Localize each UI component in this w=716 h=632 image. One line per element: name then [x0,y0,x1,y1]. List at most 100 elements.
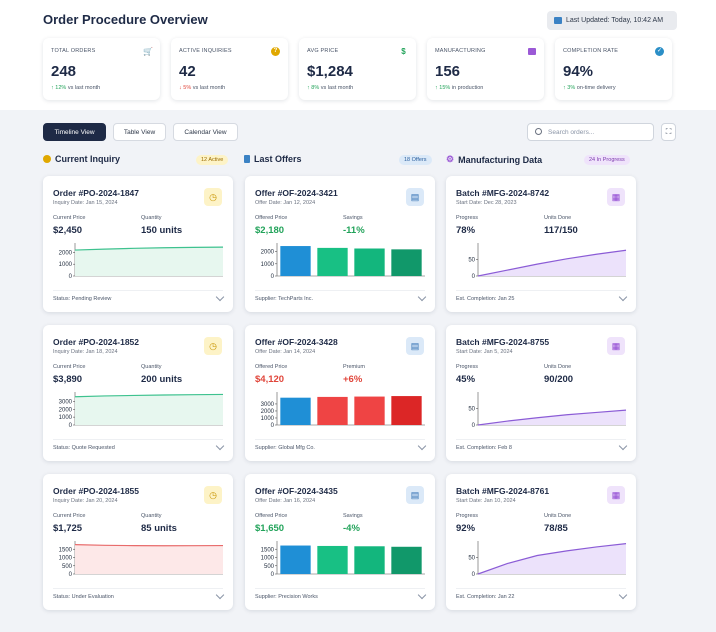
arrow-up-icon: ↑ [435,85,440,91]
search-placeholder: Search orders... [548,128,595,136]
y-tick-label: 50 [468,407,475,413]
metric-value: 45% [456,374,476,385]
metric-label: Units Done [544,215,572,221]
metric-label: Offered Price [255,364,288,370]
bar [317,247,348,276]
card-date: Inquiry Date: Jan 18, 2024 [53,349,118,355]
arrow-up-icon: ↑ [307,85,312,91]
card-date: Start Date: Jan 5, 2024 [456,349,513,355]
offer-card[interactable]: Offer #OF-2024-3435 Offer Date: Jan 16, 2… [245,474,435,610]
y-tick-label: 500 [264,564,275,570]
in-progress-count-badge: 24 In Progress [584,155,630,165]
metric-value: $2,180 [255,225,285,236]
clock-icon: ◷ [204,188,222,206]
offer-card[interactable]: Offer #OF-2024-3421 Offer Date: Jan 12, 2… [245,176,435,312]
inquiry-card[interactable]: Order #PO-2024-1855 Inquiry Date: Jan 20,… [43,474,233,610]
offer-card[interactable]: Offer #OF-2024-3428 Offer Date: Jan 14, 2… [245,325,435,461]
batch-card[interactable]: Batch #MFG-2024-8761 Start Date: Jan 10, … [446,474,636,610]
metric-label: Quantity [141,364,162,370]
kpi-label: AVG PRICE [307,48,339,54]
y-tick-label: 1000 [261,556,275,562]
y-tick-label: 1000 [59,262,73,268]
search-input[interactable]: Search orders... [527,123,654,141]
card-title: Batch #MFG-2024-8761 [456,486,550,496]
area-fill [75,247,223,276]
y-tick-label: 1000 [261,262,275,268]
tab-calendar-view[interactable]: Calendar View [173,123,238,141]
metric-value: 78/85 [544,523,568,534]
inquiry-card[interactable]: Order #PO-2024-1852 Inquiry Date: Jan 18,… [43,325,233,461]
active-count-badge: 12 Active [196,155,229,165]
bar [280,397,311,425]
y-tick-label: 0 [69,423,73,429]
document-icon: ▤ [406,188,424,206]
column-header-last-offers: Last Offers [244,154,302,164]
metric-value: -11% [343,225,365,236]
tab-table-view[interactable]: Table View [113,123,166,141]
mini-chart: 1500 1000 500 0 [261,541,425,578]
document-icon [244,155,250,163]
series-line [477,543,627,575]
kpi-value: 156 [435,63,461,80]
card-title: Order #PO-2024-1852 [53,337,139,347]
inquiry-card[interactable]: Order #PO-2024-1847 Inquiry Date: Jan 15,… [43,176,233,312]
column-header-current-inquiry: Current Inquiry [43,154,120,164]
card-title: Offer #OF-2024-3435 [255,486,338,496]
series-line [477,409,627,426]
dollar-icon: $ [401,47,406,56]
area-fill [75,544,223,574]
area-fill [75,394,223,425]
kpi-card-avg-price: AVG PRICE $ $1,284 ↑ 8% vs last month [299,38,416,100]
mini-chart: 2000 1000 0 [261,243,425,280]
metric-label: Current Price [53,513,86,519]
metric-label: Units Done [544,513,572,519]
kpi-card-total-orders: TOTAL ORDERS 🛒 248 ↑ 12% vs last month [43,38,160,100]
metric-label: Current Price [53,364,86,370]
kpi-label: ACTIVE INQUIRIES [179,48,232,54]
series-line [74,246,224,251]
kpi-change: ↑ 3% on-time delivery [563,85,616,91]
mini-chart: 2000 1000 0 [59,243,224,280]
card-title: Offer #OF-2024-3421 [255,188,338,198]
card-footer-status: Supplier: TechParts Inc. [255,290,425,302]
clock-icon: ◷ [204,337,222,355]
arrow-up-icon: ↑ [51,85,56,91]
y-tick-label: 2000 [59,407,73,413]
page-title: Order Procedure Overview [43,12,208,27]
mini-chart: 3000 2000 1000 0 [59,392,224,429]
kpi-change: ↑ 8% vs last month [307,85,354,91]
card-title: Order #PO-2024-1855 [53,486,139,496]
expand-icon[interactable]: ⛶ [661,123,676,141]
card-footer-status: Status: Quote Requested [53,439,223,451]
metric-label: Units Done [544,364,572,370]
metric-value: $1,650 [255,523,285,534]
bar [354,248,385,276]
card-date: Inquiry Date: Jan 20, 2024 [53,498,118,504]
metric-label: Savings [343,513,363,519]
mini-chart: 1500 1000 500 0 [59,541,224,578]
kpi-value: 94% [563,63,594,80]
question-icon: ? [271,47,280,56]
batch-card[interactable]: Batch #MFG-2024-8755 Start Date: Jan 5, 2… [446,325,636,461]
y-tick-label: 1000 [59,556,73,562]
y-tick-label: 1500 [59,547,73,553]
card-date: Offer Date: Jan 16, 2024 [255,498,316,504]
metric-value: 85 units [141,523,177,534]
series-line [74,393,224,398]
batch-card[interactable]: Batch #MFG-2024-8742 Start Date: Dec 28, … [446,176,636,312]
bar [280,545,311,574]
card-date: Inquiry Date: Jan 15, 2024 [53,200,118,206]
metric-value: 78% [456,225,476,236]
arrow-up-icon: ↑ [563,85,568,91]
metric-value: +6% [343,374,363,385]
y-tick-label: 0 [472,423,476,429]
y-tick-label: 0 [69,572,73,578]
card-footer-status: Est. Completion: Jan 25 [456,290,626,302]
kpi-card-active-inquiries: ACTIVE INQUIRIES ? 42 ↓ 5% vs last month [171,38,288,100]
card-title: Order #PO-2024-1847 [53,188,139,198]
metric-value: $4,120 [255,374,285,385]
metric-value: $3,890 [53,374,83,385]
metric-label: Savings [343,215,363,221]
tab-timeline-view[interactable]: Timeline View [43,123,106,141]
kpi-label: MANUFACTURING [435,48,486,54]
